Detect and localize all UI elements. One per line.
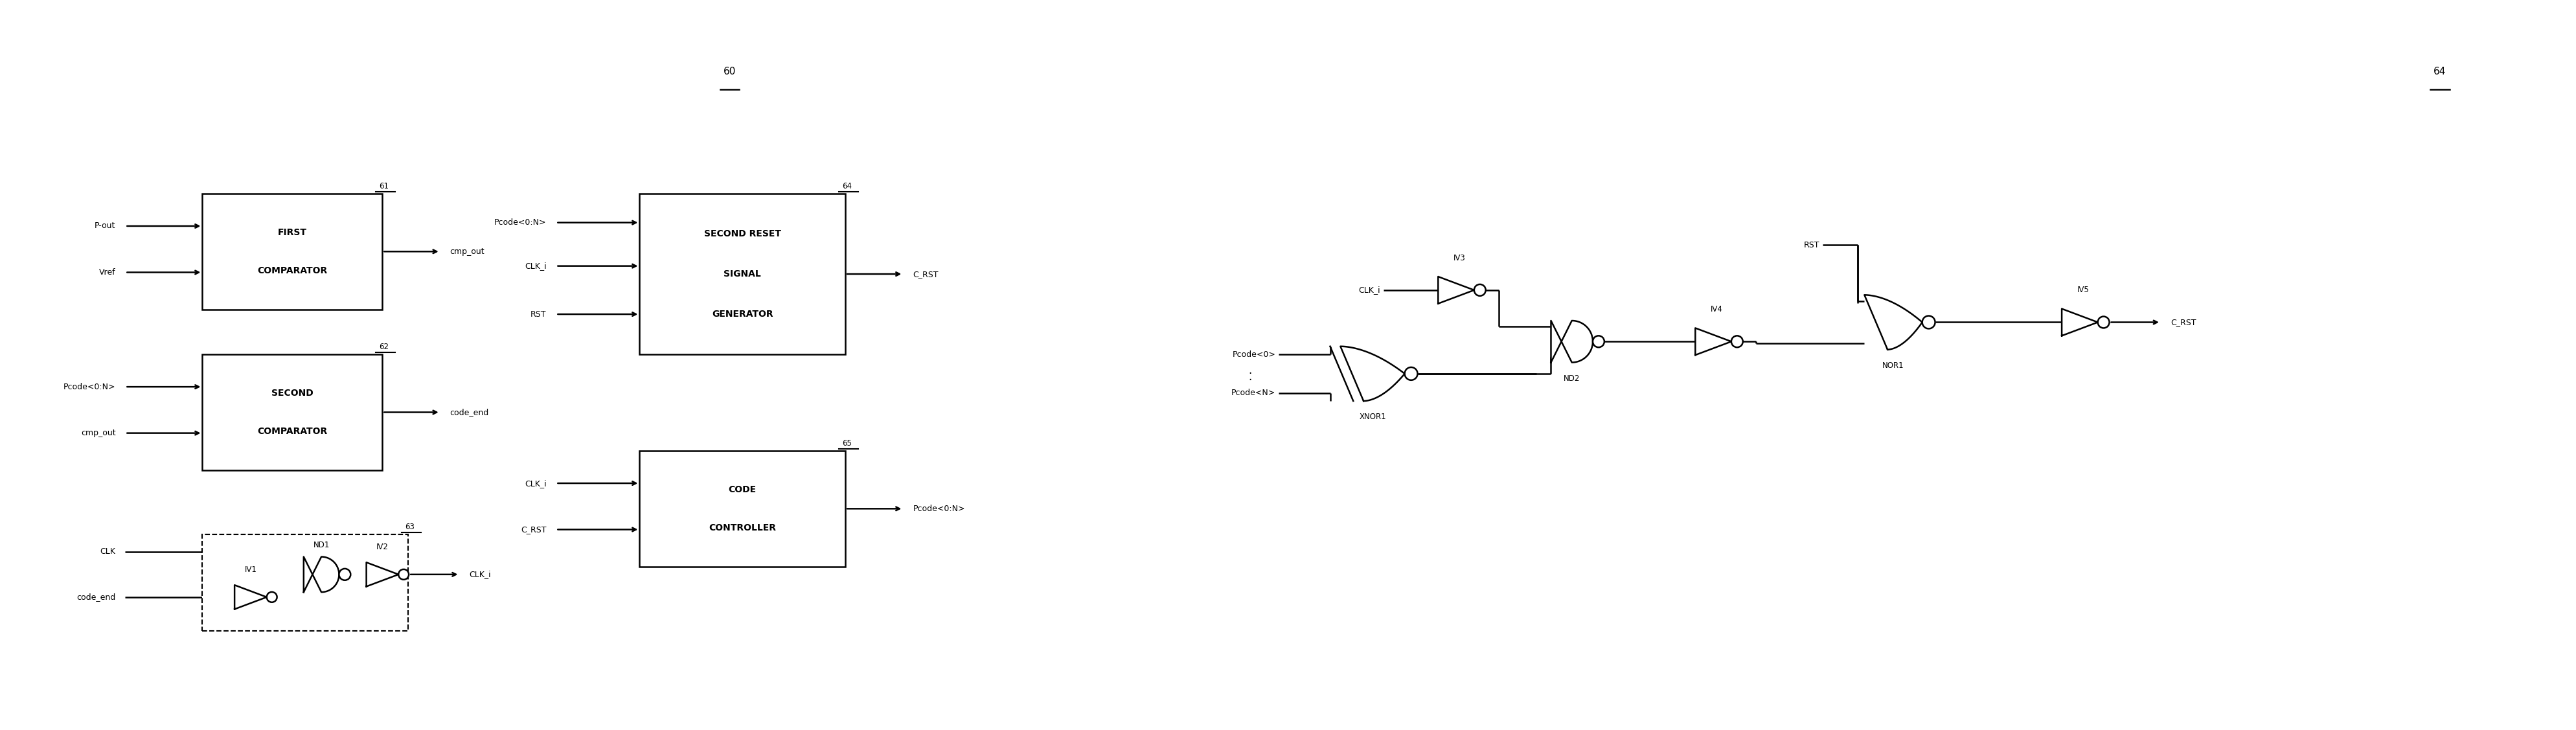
Polygon shape — [1340, 346, 1404, 401]
Text: Pcode<0:N>: Pcode<0:N> — [64, 383, 116, 391]
Text: IV4: IV4 — [1710, 305, 1723, 314]
Text: 63: 63 — [404, 523, 415, 531]
Bar — [204, 354, 381, 470]
Text: Pcode<0>: Pcode<0> — [1231, 350, 1275, 358]
Text: CLK: CLK — [100, 548, 116, 556]
Circle shape — [268, 592, 278, 602]
Text: CLK_i: CLK_i — [1358, 286, 1381, 294]
Text: CODE: CODE — [729, 485, 757, 494]
Text: IV2: IV2 — [376, 542, 389, 551]
Text: SECOND: SECOND — [270, 388, 314, 398]
Text: RST: RST — [531, 310, 546, 318]
Text: FIRST: FIRST — [278, 228, 307, 237]
Polygon shape — [2061, 309, 2097, 336]
Text: IV1: IV1 — [245, 565, 258, 574]
Text: code_end: code_end — [451, 408, 489, 417]
Text: 64: 64 — [842, 182, 853, 191]
Text: SECOND RESET: SECOND RESET — [703, 229, 781, 239]
Circle shape — [399, 569, 410, 580]
Polygon shape — [366, 562, 399, 586]
Circle shape — [1473, 284, 1486, 296]
Text: Pcode<0:N>: Pcode<0:N> — [495, 218, 546, 227]
Text: IV3: IV3 — [1453, 254, 1466, 262]
Circle shape — [1404, 367, 1417, 380]
Text: COMPARATOR: COMPARATOR — [258, 266, 327, 275]
Text: Vref: Vref — [98, 268, 116, 277]
Polygon shape — [304, 557, 340, 592]
Text: XNOR1: XNOR1 — [1360, 413, 1386, 421]
Text: .: . — [1247, 371, 1252, 383]
Text: CLK_i: CLK_i — [526, 479, 546, 488]
Text: GENERATOR: GENERATOR — [711, 310, 773, 319]
Text: C_RST: C_RST — [520, 526, 546, 534]
Bar — [639, 451, 845, 566]
Text: NOR1: NOR1 — [1883, 361, 1904, 370]
Text: 60: 60 — [724, 66, 737, 77]
Text: P-out: P-out — [95, 222, 116, 230]
Text: CLK_i: CLK_i — [469, 570, 492, 579]
Text: Pcode<0:N>: Pcode<0:N> — [912, 504, 966, 513]
Text: IV5: IV5 — [2076, 286, 2089, 294]
Text: cmp_out: cmp_out — [451, 247, 484, 256]
Text: code_end: code_end — [77, 593, 116, 602]
Polygon shape — [1865, 295, 1922, 350]
Text: C_RST: C_RST — [2172, 318, 2195, 326]
Bar — [639, 193, 845, 354]
Text: 61: 61 — [379, 182, 389, 191]
Circle shape — [1592, 336, 1605, 347]
Circle shape — [2097, 317, 2110, 328]
Polygon shape — [1695, 328, 1731, 355]
Text: cmp_out: cmp_out — [80, 429, 116, 437]
Circle shape — [1731, 336, 1744, 347]
Polygon shape — [234, 585, 268, 609]
Bar — [204, 534, 407, 631]
Text: .: . — [1247, 365, 1252, 376]
Polygon shape — [1551, 320, 1592, 362]
Text: ND2: ND2 — [1564, 374, 1579, 383]
Text: CONTROLLER: CONTROLLER — [708, 523, 775, 532]
Text: Pcode<N>: Pcode<N> — [1231, 389, 1275, 397]
Bar — [204, 193, 381, 310]
Text: 62: 62 — [379, 343, 389, 351]
Text: SIGNAL: SIGNAL — [724, 269, 760, 279]
Text: CLK_i: CLK_i — [526, 262, 546, 270]
Circle shape — [340, 569, 350, 580]
Text: RST: RST — [1803, 241, 1819, 250]
Circle shape — [1922, 316, 1935, 328]
Text: 65: 65 — [842, 439, 853, 447]
Text: COMPARATOR: COMPARATOR — [258, 427, 327, 436]
Polygon shape — [1437, 277, 1473, 304]
Text: ND1: ND1 — [314, 541, 330, 550]
Text: C_RST: C_RST — [912, 270, 938, 278]
Text: 64: 64 — [2434, 66, 2447, 77]
